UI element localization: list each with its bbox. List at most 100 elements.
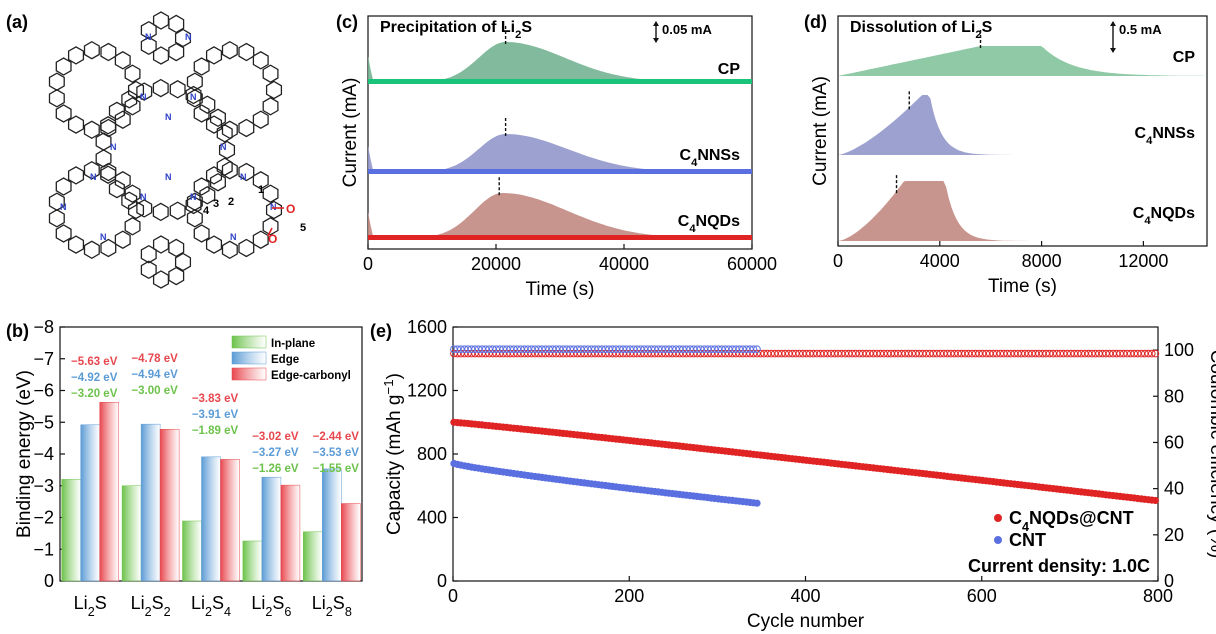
ring-32	[55, 57, 72, 76]
ring-80	[238, 162, 255, 182]
panel-b-ytick-label: −4	[33, 444, 54, 464]
panel-b-xtick-label-part: 2	[145, 605, 152, 619]
ring-30	[48, 89, 65, 108]
trace-label-0: CP	[718, 61, 741, 78]
ytick-label: 0	[437, 571, 447, 591]
chart-title-part: Dissolution of Li	[850, 19, 975, 36]
trace-0	[838, 46, 1207, 76]
bar-edge-carbonyl-0	[99, 401, 119, 582]
ring-56	[100, 238, 117, 258]
ring-89	[168, 14, 185, 34]
ylabel: Current (mA)	[340, 78, 361, 188]
nitrogen-atom-1: N	[185, 32, 192, 42]
efficiency-point-0	[837, 349, 846, 358]
ring-2	[209, 172, 226, 192]
trace-label-2-part: C	[1133, 205, 1145, 222]
ring-42	[221, 120, 238, 140]
bar-value-label: −3.20 eV	[71, 388, 118, 400]
ring-67	[124, 184, 141, 203]
panel-b-xtick-label-part: S	[272, 593, 284, 613]
oxygen-label-2: O	[268, 232, 277, 246]
trace-1	[368, 134, 752, 172]
panel-b-xtick-label-part: Li	[74, 593, 88, 613]
nitrogen-atom-14: N	[165, 112, 172, 122]
legend-label-1-part: CNT	[1009, 530, 1046, 550]
ring-55	[114, 230, 131, 249]
ring-7	[136, 199, 153, 218]
panel-label-e: (e)	[370, 321, 392, 341]
efficiency-point-0	[1148, 349, 1156, 358]
ring-27	[83, 120, 100, 140]
ring-24	[124, 97, 141, 116]
ring-18	[169, 80, 186, 99]
efficiency-point-0	[1063, 349, 1071, 358]
efficiency-point-1	[721, 345, 730, 354]
panel-label-d: (d)	[804, 12, 827, 32]
chart-title-part: S	[982, 19, 993, 36]
efficiency-point-0	[763, 349, 772, 358]
panel-b-bar-chart: (b) 0 −1 −2 −3 −4 −5 −6 −7 −8 Binding energy (eV)…	[6, 317, 363, 619]
ring-1	[216, 157, 233, 176]
panel-c-plot: 0 20000 40000 60000 Time (s) Current (mA) Prec…	[340, 15, 777, 300]
scale-bar-label: 0.5 mA	[1119, 22, 1162, 37]
ring-53	[127, 200, 145, 220]
bar-in-plane-0	[61, 479, 81, 582]
bar-value-label: −1.26 eV	[252, 463, 299, 475]
ylabel-part: −1	[381, 379, 396, 394]
panel-b-xtick-label: Li2S6	[251, 593, 291, 619]
ring-22	[216, 124, 233, 143]
chart-title: Precipitation of Li2S	[380, 19, 532, 41]
efficiency-point-0	[1007, 349, 1015, 358]
panel-b-xtick-label-part: 2	[265, 605, 272, 619]
bar-value-label: −3.83 eV	[192, 393, 239, 405]
xtick-label: 0	[833, 251, 843, 271]
scale-arrow-down	[653, 38, 659, 43]
ring-33	[67, 46, 85, 65]
nitrogen-atom-13: N	[270, 202, 277, 212]
bar-edge-1	[140, 423, 161, 582]
efficiency-point-1	[651, 345, 659, 354]
ring-43	[205, 115, 223, 134]
bar-value-label: −4.78 eV	[131, 353, 178, 365]
efficiency-point-0	[936, 349, 945, 358]
capacity-point-1	[753, 499, 761, 507]
trace-label-1-part: 4	[1146, 135, 1153, 147]
ring-36	[114, 51, 131, 70]
bar-edge-carbonyl-1	[159, 428, 180, 582]
ring-63	[67, 166, 85, 185]
ring-16	[136, 82, 153, 101]
panel-e-plot: 0 200 400 600 800040080012001600020406080100…	[381, 317, 1216, 632]
efficiency-point-0	[1151, 349, 1160, 358]
legend-marker-1	[994, 536, 1002, 544]
y2tick-label: 60	[1164, 432, 1184, 452]
chart-title-part: 2	[515, 29, 521, 41]
nitrogen-atom-10: N	[100, 232, 107, 242]
ring-86	[140, 36, 157, 56]
ring-69	[262, 217, 279, 236]
trace-label-1-part: C	[680, 147, 692, 164]
site-label-2: 2	[228, 196, 234, 208]
y2tick-label: 20	[1164, 525, 1184, 545]
scale-arrow-up	[653, 21, 659, 26]
nitrogen-atom-4: N	[110, 142, 117, 152]
legend-label-1: Edge	[271, 354, 299, 366]
legend-label-0-part: NQDs@CNT	[1029, 508, 1134, 528]
efficiency-point-1	[510, 345, 518, 354]
ring-26	[100, 118, 117, 138]
ring-77	[193, 177, 210, 196]
site-label-1: 1	[258, 184, 264, 196]
ring-37	[124, 64, 141, 83]
bar-edge-carbonyl-4	[341, 503, 361, 582]
efficiency-point-0	[1077, 349, 1086, 358]
panel-b-xtick-label-part: S	[152, 593, 164, 613]
trace-2	[368, 193, 752, 238]
site-label-3: 3	[213, 198, 219, 210]
efficiency-point-0	[795, 349, 804, 358]
ring-28	[67, 115, 85, 134]
ring-46	[186, 72, 203, 91]
nitrogen-atom-7: N	[190, 192, 197, 202]
bar-value-label: −3.91 eV	[192, 409, 239, 421]
bar-value-label: −1.89 eV	[192, 425, 239, 437]
ylabel-part: Capacity (mAh g	[384, 395, 405, 535]
